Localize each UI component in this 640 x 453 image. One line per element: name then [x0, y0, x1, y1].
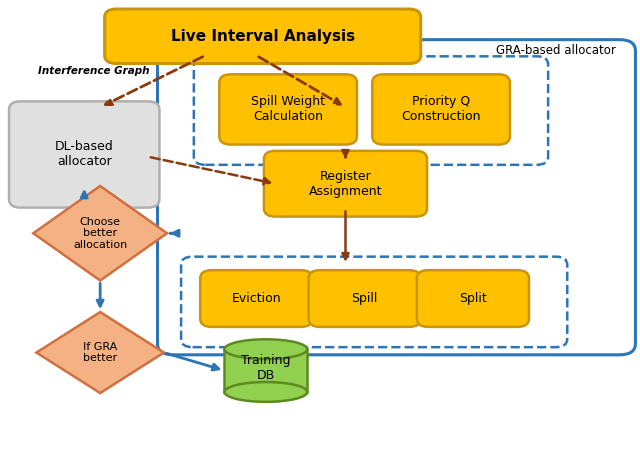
FancyBboxPatch shape	[200, 270, 312, 327]
Text: Register
Assignment: Register Assignment	[308, 170, 382, 198]
Text: Priority Q
Construction: Priority Q Construction	[401, 96, 481, 123]
Text: GRA-based allocator: GRA-based allocator	[497, 44, 616, 57]
FancyBboxPatch shape	[417, 270, 529, 327]
Text: Spill: Spill	[351, 292, 378, 305]
FancyBboxPatch shape	[220, 74, 357, 145]
Polygon shape	[36, 312, 164, 393]
FancyBboxPatch shape	[308, 270, 420, 327]
FancyBboxPatch shape	[194, 56, 548, 165]
Polygon shape	[33, 186, 167, 280]
FancyBboxPatch shape	[9, 101, 159, 207]
FancyBboxPatch shape	[225, 349, 307, 392]
FancyBboxPatch shape	[372, 74, 510, 145]
Ellipse shape	[225, 339, 307, 359]
Text: Interference Graph: Interference Graph	[38, 66, 150, 76]
Text: DL-based
allocator: DL-based allocator	[55, 140, 114, 169]
FancyBboxPatch shape	[181, 257, 567, 347]
Text: Choose
better
allocation: Choose better allocation	[73, 217, 127, 250]
Ellipse shape	[225, 382, 307, 402]
Text: Training
DB: Training DB	[241, 354, 291, 382]
Text: If GRA
better: If GRA better	[83, 342, 117, 363]
FancyBboxPatch shape	[264, 151, 427, 217]
Text: Spill Weight
Calculation: Spill Weight Calculation	[251, 96, 325, 123]
Text: Live Interval Analysis: Live Interval Analysis	[171, 29, 355, 44]
FancyBboxPatch shape	[157, 40, 636, 355]
Text: Split: Split	[459, 292, 487, 305]
Text: Eviction: Eviction	[232, 292, 281, 305]
FancyBboxPatch shape	[104, 9, 420, 63]
